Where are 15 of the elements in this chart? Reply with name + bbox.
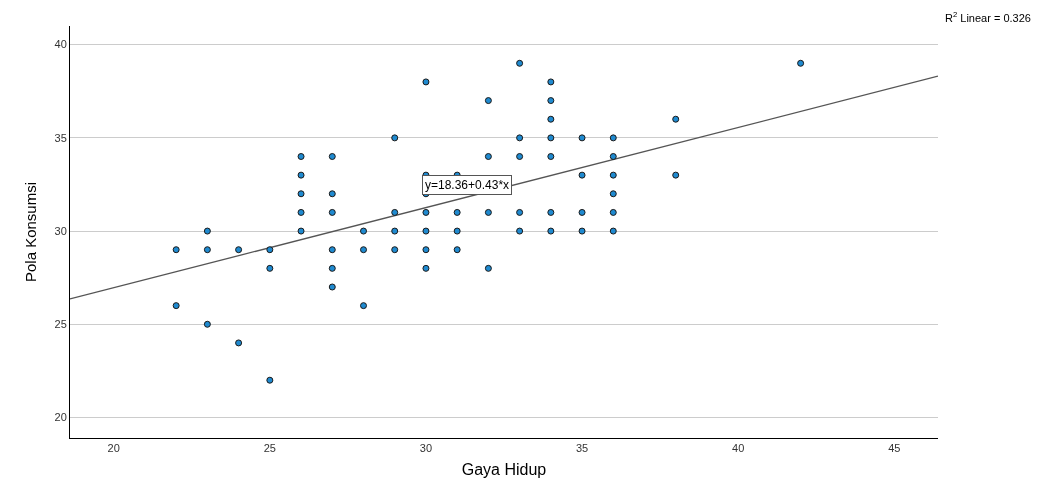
y-tick-label: 30 <box>54 224 67 237</box>
annotation: y=18.36+0.43*x <box>425 178 510 192</box>
y-tick-label: 20 <box>54 411 67 424</box>
x-tick-label: 20 <box>107 442 120 455</box>
x-tick-label: 40 <box>732 442 745 455</box>
x-tick-label: 45 <box>888 442 901 455</box>
y-axis-title: Pola Konsumsi <box>21 181 39 283</box>
y-tick-label: 40 <box>54 38 67 51</box>
x-tick-label: 35 <box>575 442 589 455</box>
y-tick-label: 35 <box>54 131 67 144</box>
x-tick-label: 25 <box>263 442 276 455</box>
text: R$^{2}$ Linear = 0.326 <box>945 10 1031 24</box>
x-axis-title: Gaya Hidup <box>461 460 547 478</box>
x-tick-label: 30 <box>419 442 433 455</box>
y-tick-label: 25 <box>54 318 67 331</box>
